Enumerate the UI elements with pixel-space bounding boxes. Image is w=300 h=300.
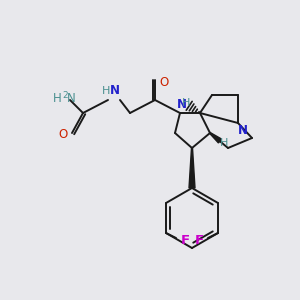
Text: N: N [177, 98, 187, 112]
Text: H: H [182, 98, 190, 108]
Text: O: O [58, 128, 68, 142]
Text: 2: 2 [62, 91, 68, 100]
Polygon shape [210, 133, 222, 143]
Text: N: N [67, 92, 75, 106]
Text: H: H [102, 86, 110, 96]
Text: H: H [220, 138, 228, 148]
Text: H: H [52, 92, 62, 106]
Text: O: O [159, 76, 169, 88]
Polygon shape [189, 148, 195, 188]
Text: F: F [194, 235, 203, 248]
Text: F: F [181, 235, 190, 248]
Text: N: N [110, 85, 120, 98]
Text: N: N [238, 124, 248, 137]
